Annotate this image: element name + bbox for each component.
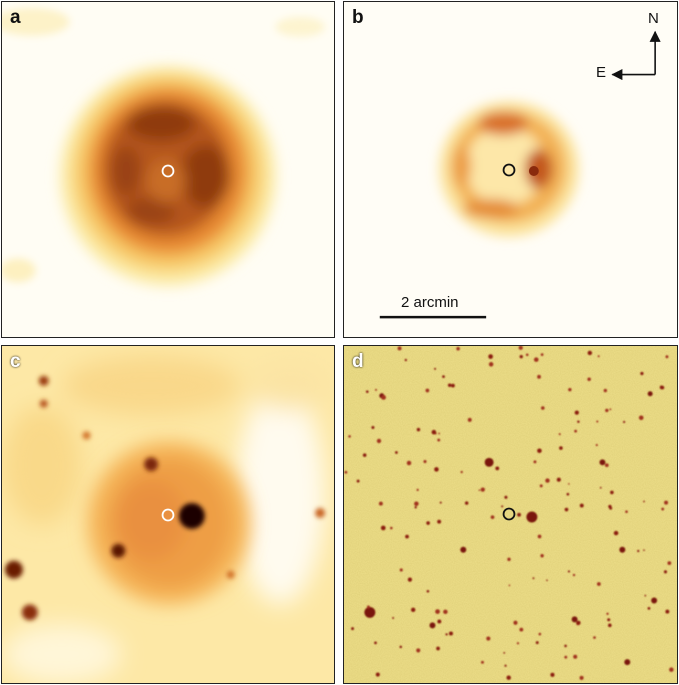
compass [611,30,661,81]
panel-label-d: d [352,351,364,372]
compass-north-label: N [648,10,659,27]
source-marker-circle [161,508,175,522]
stars [4,375,326,621]
panel-d-image [344,346,677,683]
star-field [344,346,674,680]
panel-c-image [2,346,334,683]
panel-d: d [343,345,678,684]
panel-label-c: c [10,351,21,372]
panel-b: b N E 2 arcmin [343,1,678,338]
compass-east-label: E [596,64,607,81]
scale-bar-label: 2 arcmin [401,294,459,311]
panel-label-a: a [10,7,21,28]
panel-b-image [344,2,677,337]
source-marker-circle [502,507,516,521]
panel-c: c [1,345,335,684]
panel-label-b: b [352,7,364,28]
source-marker-circle [502,163,516,177]
panel-a-image [2,2,334,337]
panel-a: a [1,1,335,338]
source-marker-circle [161,164,175,178]
